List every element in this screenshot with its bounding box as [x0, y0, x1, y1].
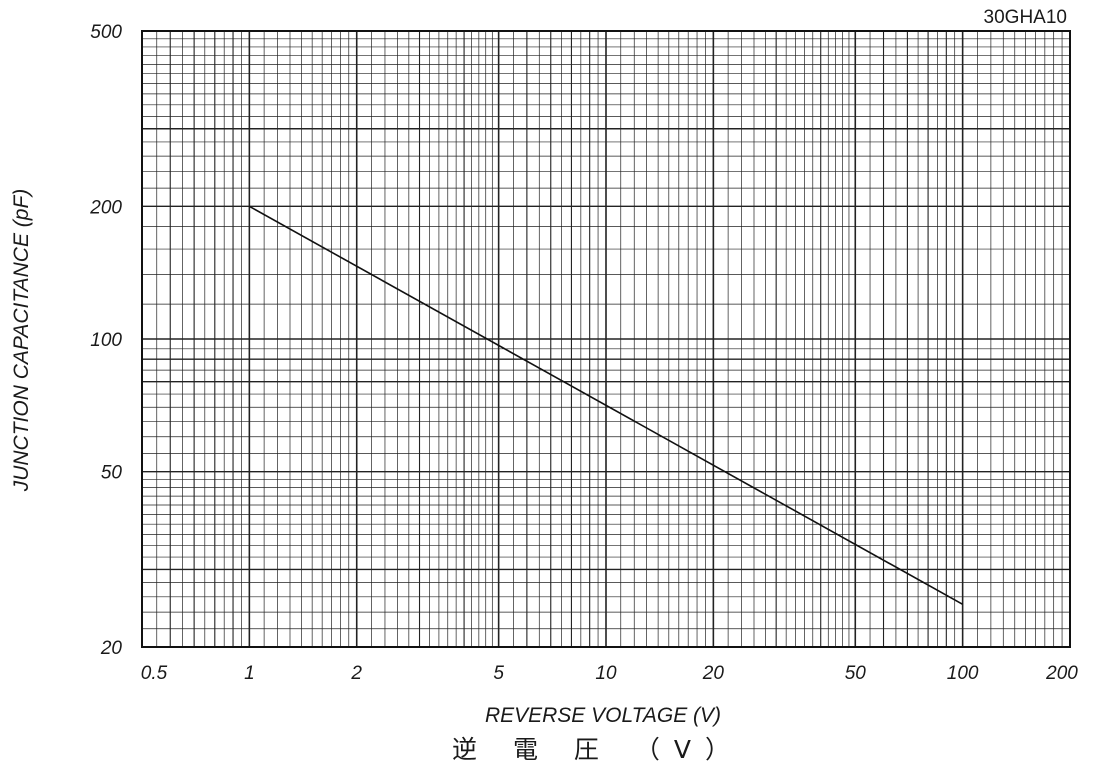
x-tick-labels: 0.5 1 2 5 10 20 50 100 200 — [141, 663, 1078, 684]
capacitance-curve — [248, 205, 964, 605]
x-tick-label: 1 — [244, 663, 255, 684]
y-tick-label: 20 — [100, 638, 123, 659]
x-tick-label: 200 — [1045, 663, 1078, 684]
chart-series — [248, 205, 964, 605]
y-tick-labels: 20 50 100 200 500 — [89, 22, 122, 659]
y-tick-label: 500 — [90, 22, 122, 43]
x-axis-title-jp: 逆 電 圧 （V） — [452, 735, 744, 764]
x-axis-title: REVERSE VOLTAGE (V) — [485, 704, 721, 727]
y-axis-title: JUNCTION CAPACITANCE (pF) — [10, 189, 33, 493]
y-tick-label: 50 — [101, 463, 123, 484]
x-tick-label: 10 — [595, 663, 617, 684]
y-tick-label: 200 — [89, 197, 122, 218]
model-label: 30GHA10 — [984, 7, 1067, 28]
x-tick-label: 2 — [350, 663, 362, 684]
x-tick-label: 50 — [845, 663, 867, 684]
x-tick-label: 5 — [493, 663, 504, 684]
x-tick-label: 0.5 — [141, 663, 168, 684]
x-tick-label: 100 — [947, 663, 979, 684]
plot-frame — [141, 30, 1071, 648]
y-tick-label: 100 — [90, 330, 122, 351]
chart-grid — [142, 31, 1070, 647]
x-tick-label: 20 — [702, 663, 725, 684]
